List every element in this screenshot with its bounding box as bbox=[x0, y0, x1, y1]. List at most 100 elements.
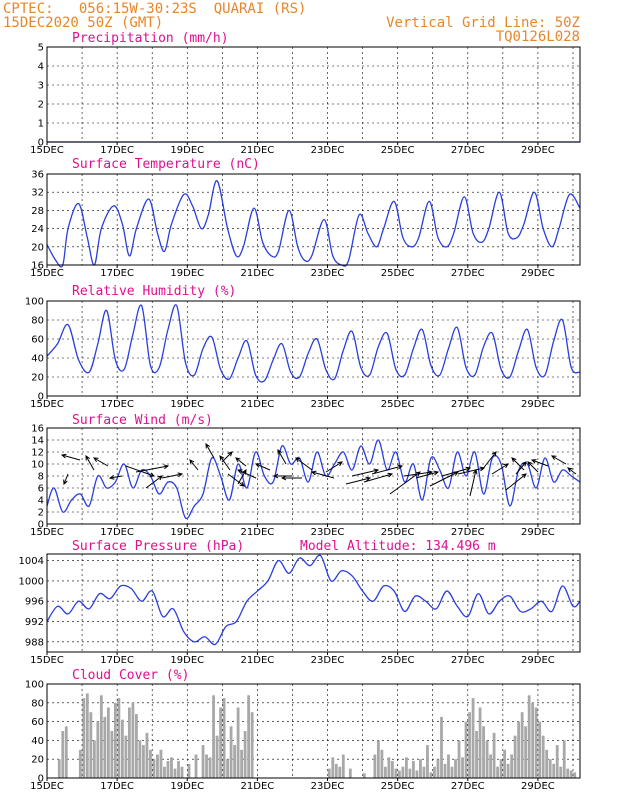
cloud-cover-bar bbox=[475, 731, 478, 778]
temperature-ytick-label: 28 bbox=[31, 206, 44, 217]
cloud-cover-bar bbox=[436, 759, 440, 778]
cloud-cover-bar bbox=[338, 766, 342, 778]
cloud-cover-bar bbox=[412, 761, 415, 778]
wind-vector-arrow bbox=[429, 471, 460, 487]
wind-vector-arrow bbox=[272, 473, 292, 479]
temperature-xtick-label: 15DEC bbox=[30, 268, 64, 279]
temperature-xtick-label: 27DEC bbox=[451, 268, 485, 279]
temperature-xtick-label: 21DEC bbox=[241, 268, 275, 279]
cloud-cover-bar bbox=[548, 759, 552, 778]
wind-vector-arrow bbox=[108, 474, 123, 480]
cloud-cover-xtick-label: 23DEC bbox=[311, 781, 345, 792]
cloud-cover-bar bbox=[142, 745, 145, 778]
wind-xtick-label: 25DEC bbox=[381, 527, 415, 538]
precipitation-ytick-label: 3 bbox=[38, 81, 44, 92]
cloud-cover-bar bbox=[166, 761, 170, 778]
wind-ytick-label: 0 bbox=[38, 520, 44, 531]
humidity-xtick-label: 15DEC bbox=[30, 399, 64, 410]
cloud-cover-bar bbox=[212, 695, 215, 778]
humidity-xtick-label: 19DEC bbox=[170, 399, 204, 410]
cloud-cover-bar bbox=[447, 754, 450, 778]
cloud-cover-bar bbox=[331, 757, 335, 778]
temperature-xtick-label: 17DEC bbox=[100, 268, 134, 279]
humidity-ytick-label: 80 bbox=[31, 316, 44, 327]
pressure-xtick-label: 17DEC bbox=[100, 655, 134, 666]
cloud-cover-bar bbox=[222, 698, 226, 778]
cloud-cover-bar bbox=[559, 766, 563, 778]
wind-vector-arrow bbox=[189, 459, 199, 471]
cloud-cover-bar bbox=[163, 766, 166, 778]
precipitation-ytick-label: 4 bbox=[38, 62, 44, 73]
precipitation-ytick-label: 1 bbox=[38, 119, 44, 130]
cloud-cover-bar bbox=[461, 757, 464, 778]
cloud-cover-bar bbox=[145, 732, 149, 778]
wind-ytick-label: 6 bbox=[38, 484, 44, 495]
temperature-ytick-label: 20 bbox=[31, 242, 44, 253]
temperature-xtick-label: 23DEC bbox=[311, 268, 345, 279]
precipitation-panel: Precipitation (mm/h) 0 1 2 3 4 5 15DEC 17DEC 19D… bbox=[30, 31, 581, 156]
precipitation-xtick-label: 21DEC bbox=[241, 145, 275, 156]
temperature-ytick-label: 24 bbox=[31, 224, 44, 235]
pressure-ytick-label: 1004 bbox=[19, 556, 44, 567]
pressure-panel: Surface Pressure (hPa) Model Altitude: 1… bbox=[19, 539, 581, 666]
wind-vector-arrow bbox=[515, 461, 527, 475]
wind-vector-arrow bbox=[415, 470, 440, 479]
cloud-cover-ytick-label: 80 bbox=[31, 698, 44, 709]
cloud-cover-xtick-label: 29DEC bbox=[521, 781, 555, 792]
cloud-cover-bar bbox=[527, 695, 531, 778]
temperature-ytick-label: 32 bbox=[31, 188, 44, 199]
cloud-cover-bar bbox=[92, 740, 96, 778]
wind-vector-arrow bbox=[63, 473, 69, 486]
wind-vector-arrow bbox=[351, 468, 380, 477]
cloud-cover-bar bbox=[566, 768, 570, 778]
pressure-xtick-label: 23DEC bbox=[311, 655, 345, 666]
cloud-cover-bar bbox=[201, 745, 205, 778]
pressure-plot-frame bbox=[46, 553, 581, 653]
humidity-ytick-label: 60 bbox=[31, 335, 44, 346]
cloud-cover-bar bbox=[471, 698, 475, 778]
humidity-ytick-label: 40 bbox=[31, 354, 44, 365]
cloud-cover-bar bbox=[152, 759, 156, 778]
temperature-xtick-label: 19DEC bbox=[170, 268, 204, 279]
precipitation-xtick-label: 25DEC bbox=[381, 145, 415, 156]
wind-vector-arrow bbox=[527, 461, 539, 473]
cloud-cover-bar bbox=[520, 712, 524, 778]
humidity-xtick-label: 27DEC bbox=[451, 399, 485, 410]
wind-vector-arrow bbox=[60, 453, 81, 461]
humidity-xtick-label: 17DEC bbox=[100, 399, 134, 410]
cloud-cover-bar bbox=[468, 712, 471, 778]
cloud-cover-bar bbox=[243, 731, 247, 778]
cloud-cover-bar bbox=[454, 759, 457, 778]
humidity-ytick-label: 100 bbox=[25, 297, 44, 308]
cloud-cover-bar bbox=[82, 698, 86, 778]
wind-vector-arrow bbox=[345, 476, 372, 485]
humidity-title: Relative Humidity (%) bbox=[72, 284, 236, 299]
cloud-cover-bar bbox=[433, 766, 436, 778]
cloud-cover-bar bbox=[99, 695, 103, 778]
wind-vector-arrow bbox=[511, 457, 525, 471]
wind-vector-arrow bbox=[469, 468, 478, 497]
cloud-cover-bar bbox=[156, 754, 159, 778]
humidity-series-line bbox=[46, 304, 581, 383]
cloud-cover-bar bbox=[524, 726, 528, 778]
pressure-series-line bbox=[46, 554, 581, 646]
wind-xtick-label: 27DEC bbox=[451, 527, 485, 538]
pressure-xtick-label: 19DEC bbox=[170, 655, 204, 666]
wind-vector-arrow bbox=[310, 470, 335, 479]
cloud-cover-bar bbox=[478, 707, 482, 778]
wind-vector-arrow bbox=[93, 457, 109, 467]
cloud-cover-bar bbox=[398, 770, 401, 778]
wind-xtick-label: 15DEC bbox=[30, 527, 64, 538]
wind-vector-arrow bbox=[491, 463, 509, 475]
cloud-cover-xtick-label: 19DEC bbox=[170, 781, 204, 792]
pressure-ytick-label: 996 bbox=[25, 597, 44, 608]
wind-vector-arrow bbox=[145, 475, 163, 489]
wind-xtick-label: 19DEC bbox=[170, 527, 204, 538]
cloud-cover-plot-frame bbox=[46, 683, 581, 779]
cloud-cover-bar bbox=[457, 740, 461, 778]
wind-vector-arrow bbox=[551, 455, 567, 465]
humidity-xtick-label: 23DEC bbox=[311, 399, 345, 410]
cloud-cover-bar bbox=[327, 768, 331, 778]
wind-vector-arrow bbox=[403, 470, 434, 477]
